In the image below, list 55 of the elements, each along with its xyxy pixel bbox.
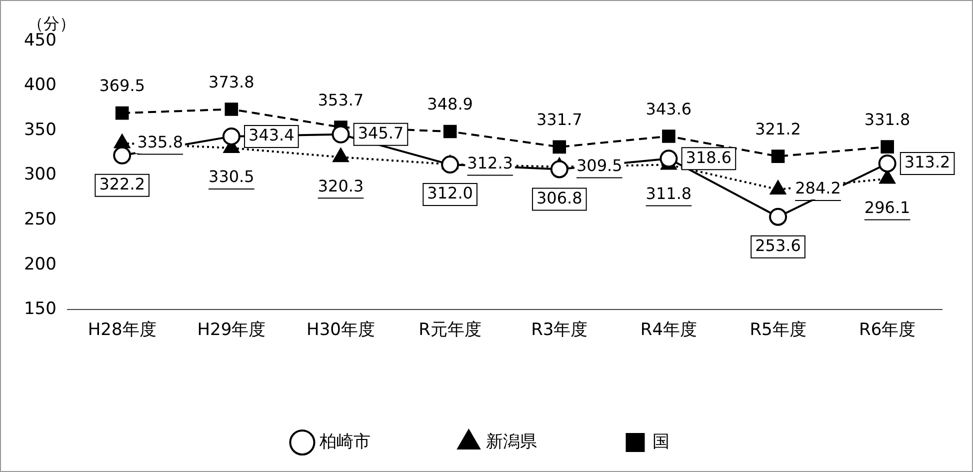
x-tick-label: R4年度 xyxy=(640,320,698,340)
data-label: 311.8 xyxy=(646,184,692,203)
point xyxy=(552,140,566,154)
data-label: 345.7 xyxy=(358,124,404,143)
point xyxy=(880,140,894,154)
y-tick-label: 400 xyxy=(24,75,56,96)
data-label: 343.6 xyxy=(646,99,692,118)
legend-label: 国 xyxy=(652,432,670,452)
x-tick-label: R元年度 xyxy=(418,320,482,340)
data-label: 312.3 xyxy=(467,153,513,172)
data-label: 284.2 xyxy=(795,178,841,198)
y-tick-label: 150 xyxy=(24,299,56,320)
point xyxy=(224,102,238,116)
data-label: 373.8 xyxy=(208,72,254,92)
y-tick-label: 200 xyxy=(24,254,56,274)
point xyxy=(441,156,460,174)
data-label: 322.2 xyxy=(99,174,146,194)
point xyxy=(771,150,785,163)
x-tick-label: R5年度 xyxy=(750,320,806,340)
data-label: 331.7 xyxy=(536,110,582,130)
point xyxy=(878,154,896,172)
y-tick-label: 350 xyxy=(24,120,56,140)
x-tick-label: H28年度 xyxy=(88,320,156,340)
data-label: 330.5 xyxy=(208,167,254,186)
data-label: 331.8 xyxy=(864,110,910,129)
data-label: 343.4 xyxy=(248,126,294,145)
data-label: 318.6 xyxy=(686,148,732,167)
data-label: 253.6 xyxy=(755,236,801,255)
data-label: 369.5 xyxy=(99,76,146,96)
data-label: 348.9 xyxy=(427,94,473,114)
point xyxy=(222,127,240,146)
legend-label: 新潟県 xyxy=(486,432,537,452)
point xyxy=(769,208,788,226)
y-tick-label: 300 xyxy=(24,164,56,185)
data-label: 313.2 xyxy=(904,152,950,172)
data-label: 309.5 xyxy=(576,156,622,175)
x-tick-label: R3年度 xyxy=(531,320,588,340)
data-label: 306.8 xyxy=(536,188,582,208)
point xyxy=(660,150,678,168)
x-tick-label: H30年度 xyxy=(306,320,375,340)
point xyxy=(115,106,129,120)
legend-label: 柏崎市 xyxy=(318,432,370,452)
data-label: 296.1 xyxy=(864,198,910,217)
point xyxy=(443,124,457,138)
point xyxy=(332,125,350,144)
data-label: 321.2 xyxy=(755,119,801,138)
data-label: 320.3 xyxy=(318,176,364,196)
data-label: 312.0 xyxy=(427,184,473,203)
data-label: 353.7 xyxy=(318,90,364,110)
data-label: 335.8 xyxy=(137,132,184,152)
point xyxy=(550,160,568,178)
x-tick-label: H29年度 xyxy=(197,320,266,340)
point xyxy=(662,130,676,143)
y-tick-label: 250 xyxy=(24,209,56,230)
x-tick-label: R6年度 xyxy=(859,320,916,340)
